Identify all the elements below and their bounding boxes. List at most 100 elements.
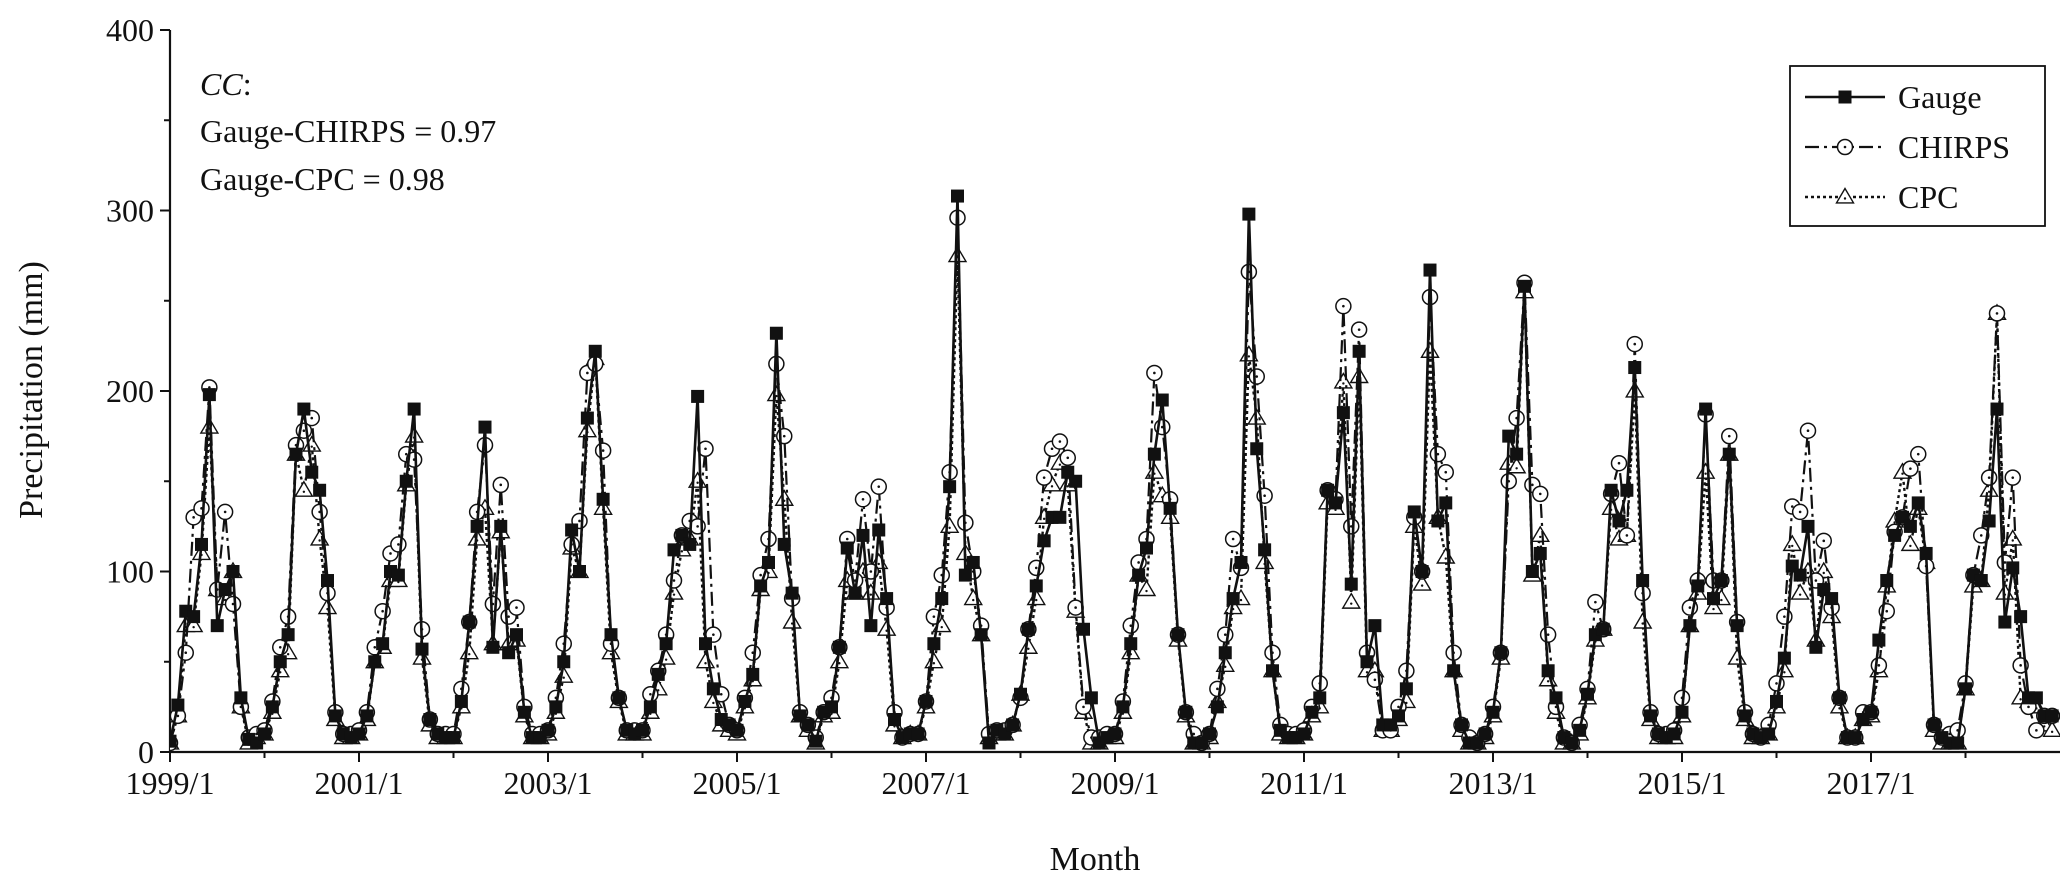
data-point bbox=[1171, 628, 1185, 642]
data-point bbox=[974, 628, 988, 642]
data-point bbox=[1900, 534, 1921, 552]
data-point bbox=[376, 637, 390, 651]
data-point bbox=[541, 723, 555, 737]
data-point bbox=[1006, 718, 1020, 732]
data-point bbox=[486, 640, 500, 654]
data-point bbox=[1209, 680, 1226, 698]
data-point bbox=[1226, 592, 1240, 606]
y-tick-label: 300 bbox=[106, 193, 154, 229]
data-point bbox=[423, 713, 437, 727]
data-point bbox=[1163, 501, 1177, 515]
data-point bbox=[218, 583, 232, 597]
data-point bbox=[177, 644, 194, 661]
data-point bbox=[1124, 637, 1138, 651]
data-point bbox=[549, 700, 563, 714]
data-point bbox=[1502, 429, 1516, 443]
data-point bbox=[1825, 592, 1839, 606]
data-point bbox=[1415, 565, 1429, 578]
data-point bbox=[226, 565, 240, 578]
data-point bbox=[1146, 364, 1163, 382]
data-point bbox=[744, 644, 761, 661]
legend-marker-gauge bbox=[1838, 90, 1852, 104]
data-point bbox=[864, 619, 878, 633]
data-point bbox=[612, 691, 626, 705]
data-point bbox=[935, 592, 949, 606]
data-point bbox=[1990, 402, 2004, 416]
data-point bbox=[1407, 505, 1421, 519]
series-line-cpc bbox=[170, 255, 2053, 746]
data-point bbox=[1335, 297, 1352, 315]
data-point bbox=[966, 555, 980, 569]
legend-marker-chirps bbox=[1836, 138, 1854, 156]
data-point bbox=[1927, 718, 1941, 732]
data-point bbox=[171, 698, 185, 712]
data-point bbox=[1352, 344, 1366, 358]
data-point bbox=[1412, 574, 1432, 591]
data-point bbox=[2042, 720, 2060, 737]
series-cpc bbox=[170, 245, 2060, 750]
data-point bbox=[809, 734, 823, 748]
data-point bbox=[258, 727, 271, 741]
data-point bbox=[1035, 469, 1053, 486]
data-point bbox=[659, 637, 673, 651]
data-point bbox=[1077, 622, 1090, 636]
annotation-heading: CC: bbox=[200, 66, 252, 102]
data-point bbox=[1368, 619, 1382, 633]
data-point bbox=[1618, 527, 1636, 544]
data-point bbox=[588, 344, 602, 358]
data-point bbox=[730, 723, 744, 737]
data-point bbox=[352, 727, 366, 741]
data-point bbox=[1691, 579, 1705, 593]
legend-label-cpc: CPC bbox=[1898, 179, 1958, 215]
data-point bbox=[399, 474, 413, 488]
data-point bbox=[1313, 691, 1327, 705]
data-point bbox=[1533, 546, 1547, 560]
x-tick-label: 2003/1 bbox=[504, 765, 593, 801]
data-point bbox=[695, 651, 716, 669]
data-point bbox=[294, 480, 314, 497]
data-point bbox=[1791, 503, 1809, 521]
data-point bbox=[746, 667, 760, 681]
data-point bbox=[478, 420, 492, 434]
data-point bbox=[1982, 514, 1996, 528]
data-point bbox=[699, 637, 712, 651]
data-point bbox=[1565, 736, 1579, 750]
series-group bbox=[170, 189, 2060, 752]
data-point bbox=[2029, 691, 2043, 705]
data-point bbox=[958, 568, 972, 582]
data-point bbox=[273, 655, 287, 669]
data-point bbox=[1951, 736, 1965, 750]
data-point bbox=[1486, 705, 1500, 719]
data-point bbox=[1612, 514, 1626, 528]
series-line-gauge bbox=[170, 196, 2053, 748]
data-point bbox=[1799, 422, 1817, 439]
data-point bbox=[484, 595, 502, 613]
data-point bbox=[691, 389, 705, 403]
legend-label-gauge: Gauge bbox=[1898, 79, 1982, 115]
data-point bbox=[924, 651, 944, 669]
data-point bbox=[302, 435, 322, 452]
data-point bbox=[454, 694, 468, 708]
data-point bbox=[1793, 568, 1807, 582]
data-point bbox=[1864, 705, 1878, 719]
data-point bbox=[1683, 619, 1697, 633]
data-point bbox=[573, 565, 586, 578]
data-point bbox=[1147, 447, 1161, 461]
data-point bbox=[1122, 617, 1139, 634]
data-point bbox=[1437, 463, 1454, 481]
data-point bbox=[2028, 722, 2045, 739]
data-point bbox=[193, 500, 210, 517]
data-point bbox=[651, 667, 665, 681]
data-point bbox=[1494, 646, 1508, 660]
data-point bbox=[1203, 727, 1216, 741]
data-point bbox=[391, 568, 405, 582]
x-tick-label: 2001/1 bbox=[315, 765, 404, 801]
data-point bbox=[848, 586, 862, 600]
data-point bbox=[1248, 368, 1265, 385]
x-tick-label: 2017/1 bbox=[1827, 765, 1916, 801]
data-point bbox=[911, 727, 925, 741]
data-point bbox=[856, 528, 870, 542]
data-point bbox=[1266, 664, 1279, 678]
series-chirps bbox=[170, 209, 2060, 752]
data-point bbox=[1051, 433, 1069, 450]
